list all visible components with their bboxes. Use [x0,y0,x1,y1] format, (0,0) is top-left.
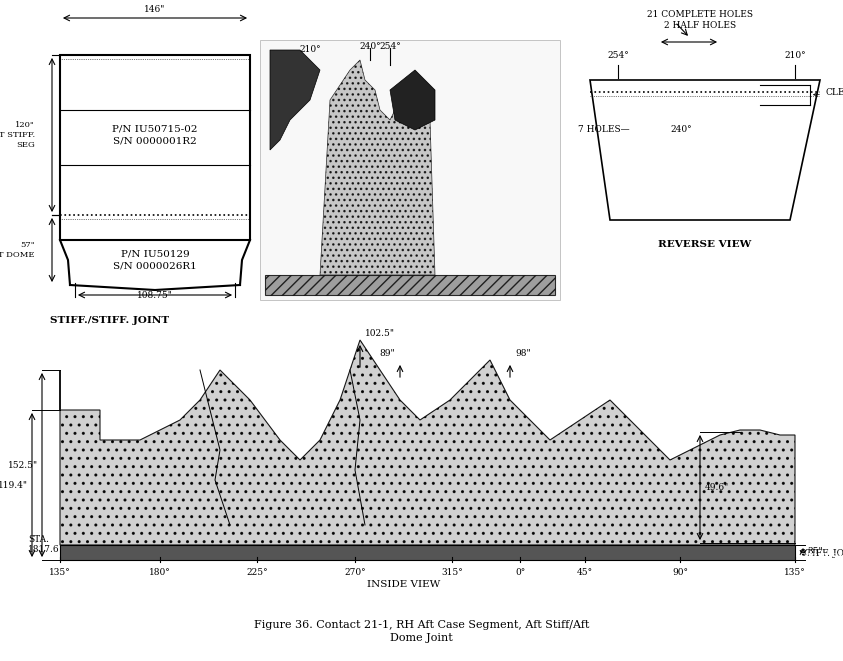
Text: 225°: 225° [246,568,268,577]
Polygon shape [60,340,795,545]
Text: 7 HOLES—: 7 HOLES— [578,126,630,134]
Text: STUB SKIRT: STUB SKIRT [800,553,843,561]
Text: 49.6": 49.6" [705,483,729,492]
Text: 254°: 254° [379,42,401,51]
Text: 35": 35" [807,547,823,557]
Text: 119.4": 119.4" [0,481,28,490]
Text: 90°: 90° [672,568,688,577]
Text: 210°: 210° [784,51,806,60]
Polygon shape [60,545,795,560]
Polygon shape [265,275,555,295]
Text: 135°: 135° [784,568,806,577]
Text: 89": 89" [379,349,395,358]
Text: INSIDE VIEW: INSIDE VIEW [367,580,440,589]
Text: 0°: 0° [515,568,525,577]
Polygon shape [320,60,435,275]
Text: STIFF./STIFF. JOINT: STIFF./STIFF. JOINT [50,316,169,325]
Text: P/N IU50129
S/N 0000026R1: P/N IU50129 S/N 0000026R1 [113,250,197,270]
Text: 146": 146" [144,5,166,14]
Text: 254°: 254° [607,51,629,60]
Polygon shape [270,50,320,150]
Text: 210°: 210° [299,45,321,54]
Text: CLEVIS: CLEVIS [813,88,843,97]
Text: REVERSE VIEW: REVERSE VIEW [658,240,752,249]
Text: 21 COMPLETE HOLES
2 HALF HOLES: 21 COMPLETE HOLES 2 HALF HOLES [647,10,753,30]
Text: 180°: 180° [149,568,171,577]
Bar [260,40,560,300]
Text: 315°: 315° [441,568,463,577]
Text: Figure 36. Contact 21-1, RH Aft Case Segment, Aft Stiff/Aft
Dome Joint: Figure 36. Contact 21-1, RH Aft Case Seg… [254,620,589,643]
Text: 270°: 270° [344,568,366,577]
Text: 108.75": 108.75" [137,291,173,300]
Text: 152.5": 152.5" [8,461,38,469]
Text: 135°: 135° [49,568,71,577]
Polygon shape [390,70,435,130]
Text: 120"
AFT STIFF.
SEG: 120" AFT STIFF. SEG [0,121,35,149]
Text: STA.
1817.6: STA. 1817.6 [28,535,60,555]
Text: 98": 98" [515,349,530,358]
Bar [60,55,250,240]
Text: 240°: 240° [670,126,691,134]
Text: 57"
AFT DOME: 57" AFT DOME [0,241,35,259]
Text: 45°: 45° [577,568,593,577]
Text: 102.5": 102.5" [365,329,395,338]
Text: P/N IU50715-02
S/N 0000001R2: P/N IU50715-02 S/N 0000001R2 [112,125,198,145]
Text: STIFF. JOINT: STIFF. JOINT [800,549,843,557]
Text: 240°: 240° [359,42,381,51]
